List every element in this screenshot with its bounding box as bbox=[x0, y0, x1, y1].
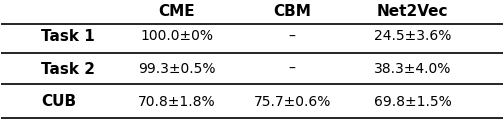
Text: 99.3±0.5%: 99.3±0.5% bbox=[138, 62, 216, 76]
Text: 75.7±0.6%: 75.7±0.6% bbox=[254, 95, 331, 109]
Text: 70.8±1.8%: 70.8±1.8% bbox=[138, 95, 216, 109]
Text: Net2Vec: Net2Vec bbox=[376, 4, 448, 19]
Text: 100.0±0%: 100.0±0% bbox=[140, 29, 213, 43]
Text: –: – bbox=[289, 29, 295, 43]
Text: 38.3±4.0%: 38.3±4.0% bbox=[373, 62, 451, 76]
Text: –: – bbox=[289, 62, 295, 76]
Text: CBM: CBM bbox=[273, 4, 311, 19]
Text: Task 1: Task 1 bbox=[41, 29, 95, 44]
Text: CUB: CUB bbox=[41, 94, 77, 109]
Text: 69.8±1.5%: 69.8±1.5% bbox=[373, 95, 451, 109]
Text: CME: CME bbox=[158, 4, 195, 19]
Text: 24.5±3.6%: 24.5±3.6% bbox=[373, 29, 451, 43]
Text: Task 2: Task 2 bbox=[41, 62, 95, 77]
